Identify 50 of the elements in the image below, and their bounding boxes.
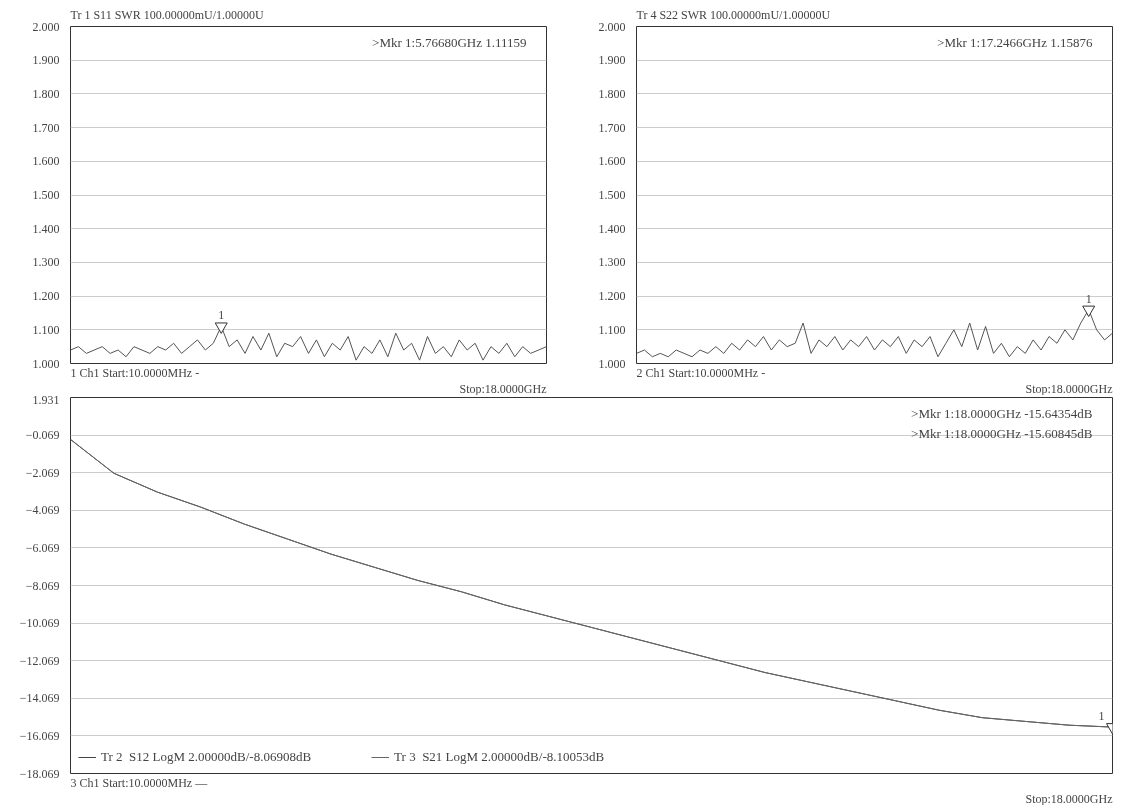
y-tick-label: 1.200: [598, 289, 626, 304]
annotation: >Mkr 1:5.76680GHz 1.11159: [372, 34, 527, 50]
chart-title: Tr 1 S11 SWR 100.00000mU/1.00000U: [70, 7, 264, 22]
annotation: >Mkr 1:17.2466GHz 1.15876: [937, 34, 1093, 50]
y-tick-label: 1.500: [32, 188, 60, 202]
annotation: >Mkr 1:18.0000GHz -15.60845dB: [911, 425, 1093, 441]
y-tick-label: 2.000: [598, 19, 626, 34]
y-tick-label: 1.700: [32, 120, 60, 135]
y-tick-label: 1.800: [598, 86, 626, 101]
y-tick-label: −8.069: [25, 578, 60, 593]
y-tick-label: −14.069: [19, 691, 60, 706]
y-tick-label: 1.000: [32, 356, 60, 371]
annotation: >Mkr 1:18.0000GHz -15.64354dB: [911, 405, 1093, 421]
y-tick-label: −16.069: [19, 728, 60, 743]
y-tick-label: −4.069: [25, 503, 60, 518]
y-tick-label: 1.900: [32, 53, 60, 68]
y-tick-label: 1.100: [598, 322, 626, 337]
text: 2 Ch1 Start:10.0000MHz -: [636, 365, 766, 380]
y-tick-label: 1.800: [32, 86, 60, 101]
y-tick-label: 1.600: [598, 154, 626, 169]
y-tick-label: 1.700: [598, 120, 626, 135]
y-tick-label: 1.000: [598, 356, 626, 371]
legend-label: Tr 3 S21 LogM 2.00000dB/-8.10053dB: [394, 749, 605, 765]
y-tick-label: −6.069: [25, 540, 60, 555]
y-tick-label: 1.400: [32, 221, 60, 236]
text: 1 Ch1 Start:10.0000MHz -: [70, 365, 200, 380]
text: 3 Ch1 Start:10.0000MHz —: [70, 775, 209, 790]
annotation: 1: [1085, 291, 1092, 306]
y-tick-label: 2.000: [32, 19, 60, 34]
y-tick-label: −18.069: [19, 766, 60, 781]
y-tick-label: −0.069: [25, 428, 60, 443]
legend-label: Tr 2 S12 LogM 2.00000dB/-8.06908dB: [101, 749, 312, 765]
chart-title: Tr 4 S22 SWR 100.00000mU/1.00000U: [636, 7, 831, 22]
y-tick-label: 1.500: [598, 188, 626, 202]
y-tick-label: 1.100: [32, 322, 60, 337]
text: Stop:18.0000GHz: [1025, 381, 1113, 396]
y-tick-label: −2.069: [25, 465, 60, 480]
annotation: 1: [218, 308, 225, 323]
y-tick-label: −10.069: [19, 616, 60, 631]
y-tick-label: 1.300: [32, 255, 60, 270]
y-tick-label: 1.300: [598, 255, 626, 270]
y-tick-label: 1.200: [32, 289, 60, 304]
y-tick-label: 1.931: [32, 392, 60, 407]
y-tick-label: 1.900: [598, 53, 626, 68]
text: Stop:18.0000GHz: [459, 381, 547, 396]
y-tick-label: −12.069: [19, 653, 60, 668]
y-tick-label: 1.400: [598, 221, 626, 236]
y-tick-label: 1.600: [32, 154, 60, 169]
annotation: 1: [1098, 709, 1105, 724]
text: Stop:18.0000GHz: [1025, 791, 1113, 806]
